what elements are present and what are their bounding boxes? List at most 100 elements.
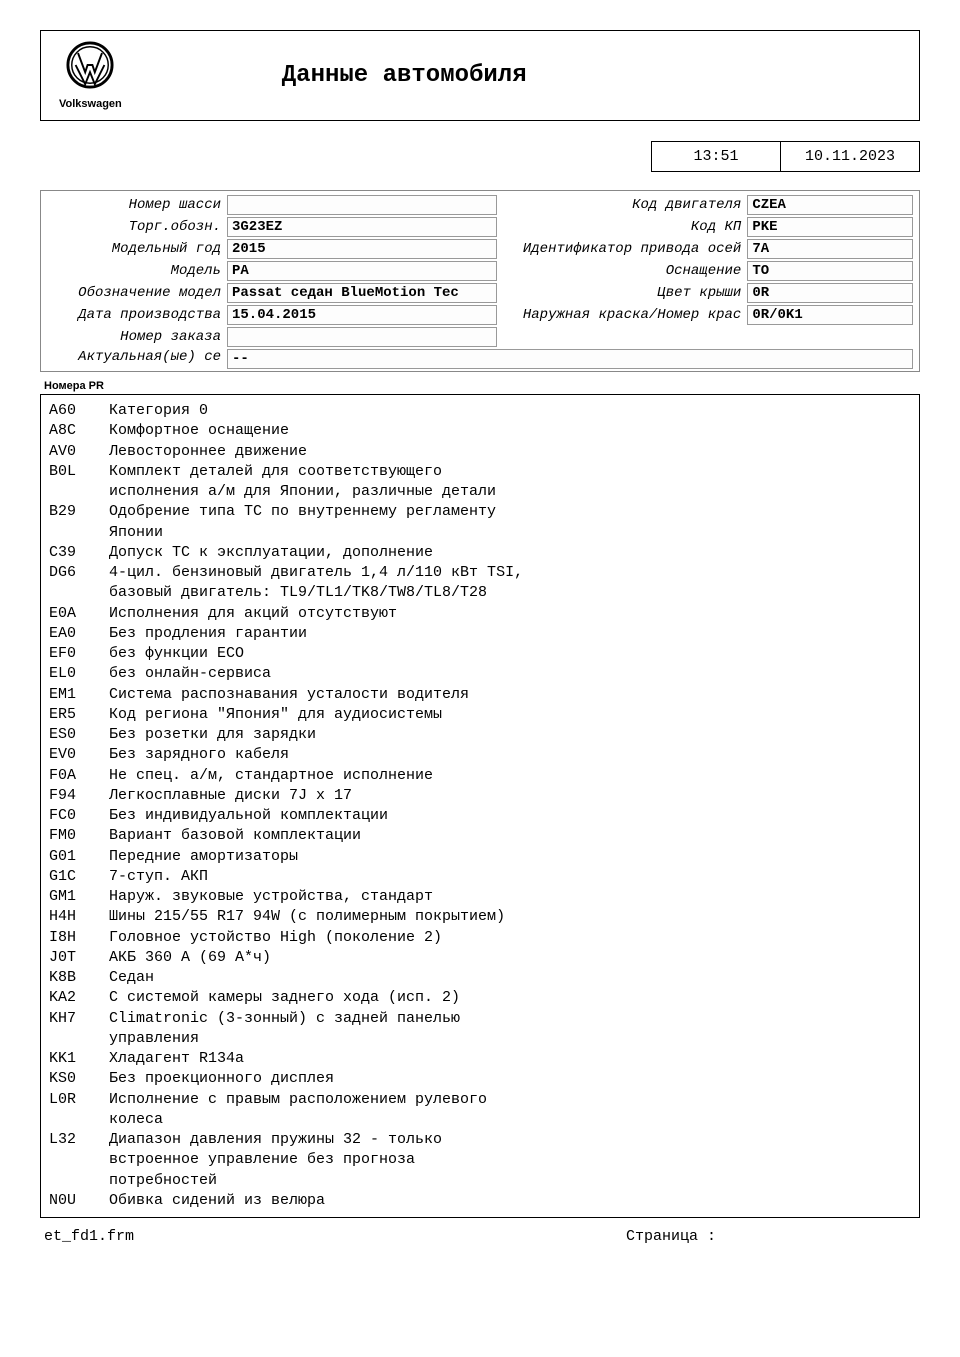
info-value: 0R/0K1 — [747, 305, 913, 325]
pr-code: C39 — [49, 543, 109, 563]
pr-row: EF0без функции ECO — [49, 644, 911, 664]
info-value: 0R — [747, 283, 913, 303]
info-value: 2015 — [227, 239, 497, 259]
pr-code: EA0 — [49, 624, 109, 644]
footer: et_fd1.frm Страница : — [40, 1218, 920, 1245]
pr-code: G1C — [49, 867, 109, 887]
pr-row: FM0Вариант базовой комплектации — [49, 826, 911, 846]
pr-row: ER5Код региона "Япония" для аудиосистемы — [49, 705, 911, 725]
pr-row: A60Категория 0 — [49, 401, 911, 421]
info-value — [227, 327, 497, 347]
pr-row: DG64-цил. бензиновый двигатель 1,4 л/110… — [49, 563, 911, 604]
pr-desc: Исполнение с правым расположением рулево… — [109, 1090, 529, 1131]
pr-desc: Передние амортизаторы — [109, 847, 529, 867]
info-label: Модельный год — [47, 241, 227, 257]
pr-code: EV0 — [49, 745, 109, 765]
pr-desc: Комфортное оснащение — [109, 421, 529, 441]
info-label: Номер заказа — [47, 329, 227, 345]
pr-code: B29 — [49, 502, 109, 543]
info-value: PKE — [747, 217, 913, 237]
pr-code: B0L — [49, 462, 109, 503]
pr-desc: Категория 0 — [109, 401, 529, 421]
info-label: Наружная краска/Номер крас — [497, 307, 747, 323]
info-row: Дата производства15.04.2015Наружная крас… — [47, 305, 913, 325]
pr-desc: Хладагент R134a — [109, 1049, 529, 1069]
pr-code: GM1 — [49, 887, 109, 907]
pr-row: EL0без онлайн-сервиса — [49, 664, 911, 684]
pr-code: FC0 — [49, 806, 109, 826]
info-label: Модель — [47, 263, 227, 279]
info-row: Обозначение моделPassat седан BlueMotion… — [47, 283, 913, 303]
pr-row: L0RИсполнение с правым расположением рул… — [49, 1090, 911, 1131]
brand-block: Volkswagen — [59, 41, 122, 110]
pr-row: L32Диапазон давления пружины 32 - только… — [49, 1130, 911, 1191]
footer-form: et_fd1.frm — [44, 1228, 134, 1245]
pr-row: J0TАКБ 360 А (69 А*ч) — [49, 948, 911, 968]
pr-desc: АКБ 360 А (69 А*ч) — [109, 948, 529, 968]
pr-row: EM1Система распознавания усталости водит… — [49, 685, 911, 705]
pr-row: H4HШины 215/55 R17 94W (с полимерным пок… — [49, 907, 911, 927]
pr-code: E0A — [49, 604, 109, 624]
info-label: Идентификатор привода осей — [497, 241, 747, 257]
info-value: 15.04.2015 — [227, 305, 497, 325]
pr-row: B0LКомплект деталей для соответствующего… — [49, 462, 911, 503]
header-box: Volkswagen Данные автомобиля — [40, 30, 920, 121]
pr-code: N0U — [49, 1191, 109, 1211]
pr-desc: Climatronic (3-зонный) с задней панелью … — [109, 1009, 529, 1050]
info-value: -- — [227, 349, 913, 369]
pr-code: ER5 — [49, 705, 109, 725]
pr-row: F0AНе спец. а/м, стандартное исполнение — [49, 766, 911, 786]
pr-row: EA0Без продления гарантии — [49, 624, 911, 644]
vw-logo-icon — [66, 41, 114, 94]
pr-code: KS0 — [49, 1069, 109, 1089]
info-value — [227, 195, 497, 215]
pr-code: KA2 — [49, 988, 109, 1008]
info-block: Номер шассиКод двигателяCZEAТорг.обозн.3… — [40, 190, 920, 372]
info-label: Оснащение — [497, 263, 747, 279]
pr-desc: Исполнения для акций отсутствуют — [109, 604, 529, 624]
pr-desc: Шины 215/55 R17 94W (с полимерным покрыт… — [109, 907, 529, 927]
pr-row: K8BСедан — [49, 968, 911, 988]
pr-row: FC0Без индивидуальной комплектации — [49, 806, 911, 826]
pr-desc: 7-ступ. АКП — [109, 867, 529, 887]
pr-desc: без функции ECO — [109, 644, 529, 664]
info-label: Номер шасси — [47, 197, 227, 213]
info-row: Номер заказа — [47, 327, 913, 347]
pr-row: C39Допуск ТС к эксплуатации, дополнение — [49, 543, 911, 563]
pr-code: KK1 — [49, 1049, 109, 1069]
pr-desc: 4-цил. бензиновый двигатель 1,4 л/110 кВ… — [109, 563, 529, 604]
pr-row: G1C7-ступ. АКП — [49, 867, 911, 887]
pr-row: KS0Без проекционного дисплея — [49, 1069, 911, 1089]
pr-desc: Наруж. звуковые устройства, стандарт — [109, 887, 529, 907]
pr-row: KK1Хладагент R134a — [49, 1049, 911, 1069]
pr-desc: без онлайн-сервиса — [109, 664, 529, 684]
pr-code: K8B — [49, 968, 109, 988]
info-label: Дата производства — [47, 307, 227, 323]
pr-code: H4H — [49, 907, 109, 927]
pr-desc: Левостороннее движение — [109, 442, 529, 462]
pr-desc: Вариант базовой комплектации — [109, 826, 529, 846]
pr-desc: Не спец. а/м, стандартное исполнение — [109, 766, 529, 786]
info-row: МодельPAОснащениеTO — [47, 261, 913, 281]
pr-desc: Диапазон давления пружины 32 - только вс… — [109, 1130, 529, 1191]
pr-code: KH7 — [49, 1009, 109, 1050]
pr-code: A8C — [49, 421, 109, 441]
pr-desc: Без продления гарантии — [109, 624, 529, 644]
pr-code: J0T — [49, 948, 109, 968]
pr-row: EV0Без зарядного кабеля — [49, 745, 911, 765]
pr-row: B29Одобрение типа ТС по внутреннему регл… — [49, 502, 911, 543]
pr-row: E0AИсполнения для акций отсутствуют — [49, 604, 911, 624]
info-label: Торг.обозн. — [47, 219, 227, 235]
pr-code: EM1 — [49, 685, 109, 705]
info-full-row: Актуальная(ые) се -- — [47, 349, 913, 369]
pr-section-label: Номера PR — [40, 378, 920, 394]
info-label: Код КП — [497, 219, 747, 235]
pr-row: N0UОбивка сидений из велюра — [49, 1191, 911, 1211]
pr-code: FM0 — [49, 826, 109, 846]
info-value: CZEA — [747, 195, 913, 215]
pr-desc: Без розетки для зарядки — [109, 725, 529, 745]
pr-desc: Без проекционного дисплея — [109, 1069, 529, 1089]
pr-desc: Допуск ТС к эксплуатации, дополнение — [109, 543, 529, 563]
info-row: Торг.обозн.3G23EZКод КПPKE — [47, 217, 913, 237]
pr-desc: Обивка сидений из велюра — [109, 1191, 529, 1211]
